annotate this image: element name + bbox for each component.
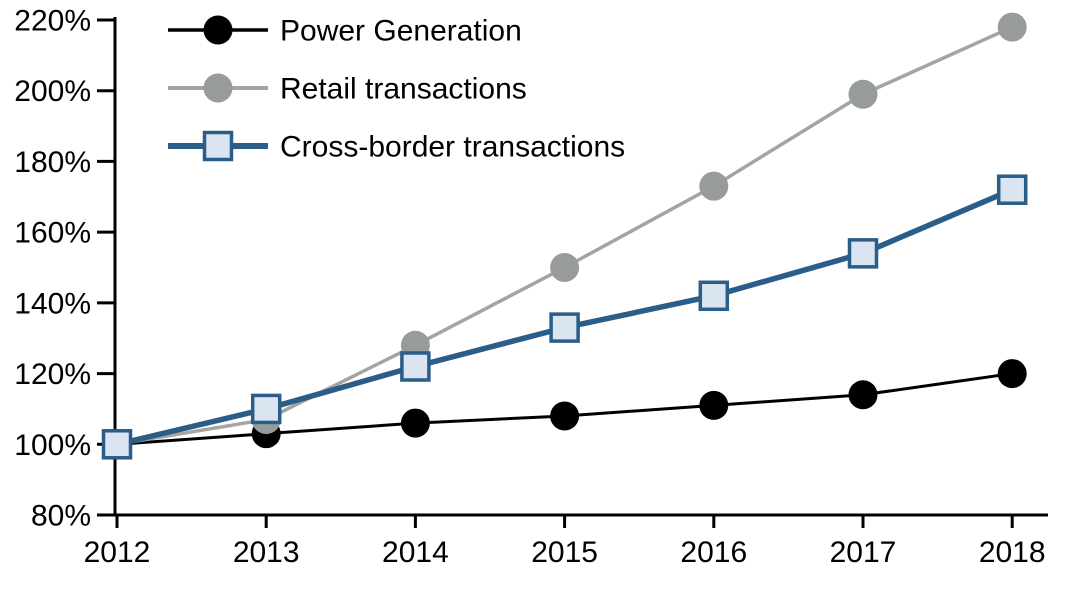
series-cross-border-transactions [101, 174, 1028, 460]
x-tick-label: 2012 [84, 536, 151, 569]
y-tick-label: 100% [14, 429, 91, 462]
y-tick-label: 180% [14, 146, 91, 179]
x-tick-label: 2017 [830, 536, 897, 569]
y-tick-label: 140% [14, 287, 91, 320]
data-point-cross-border-transactions [549, 312, 580, 343]
x-tick-label: 2014 [382, 536, 449, 569]
data-point-power-generation [699, 390, 729, 420]
data-point-power-generation [848, 380, 878, 410]
data-point-cross-border-transactions [698, 280, 730, 312]
data-point-retail-transactions [699, 171, 729, 201]
legend-label: Retail transactions [280, 73, 527, 106]
legend-marker-circle-icon [203, 15, 233, 45]
data-point-cross-border-transactions [996, 174, 1028, 205]
data-point-power-generation [997, 359, 1027, 389]
series-power-generation [102, 359, 1027, 459]
data-point-power-generation [550, 401, 580, 431]
legend-label: Power Generation [280, 15, 522, 48]
data-point-retail-transactions [550, 253, 580, 282]
y-tick-label: 120% [14, 358, 91, 391]
y-tick-label: 160% [14, 217, 91, 250]
legend-item-power-generation: Power Generation [168, 15, 522, 48]
legend-label: Cross-border transactions [280, 131, 625, 164]
data-point-cross-border-transactions [400, 351, 431, 382]
data-point-power-generation [400, 408, 430, 438]
data-point-cross-border-transactions [101, 429, 133, 460]
y-tick-label: 80% [31, 500, 91, 533]
y-tick-label: 200% [14, 75, 91, 108]
x-tick-label: 2015 [531, 536, 598, 569]
axes: 80% 100% 120% 140% 160% 180% 200% 220% 2012 2013 2… [14, 5, 1048, 569]
data-point-cross-border-transactions [847, 238, 879, 269]
data-point-retail-transactions [997, 12, 1027, 42]
data-point-cross-border-transactions [250, 393, 282, 425]
x-tick-label: 2018 [979, 536, 1046, 569]
x-tick-label: 2016 [680, 536, 747, 569]
y-tick-label: 220% [14, 5, 91, 38]
legend: Power Generation Retail transactions Cross… [168, 15, 625, 164]
legend-marker-circle-icon [203, 73, 233, 103]
legend-marker-square-icon [202, 130, 234, 162]
data-point-retail-transactions [848, 79, 878, 109]
legend-item-cross-border-transactions: Cross-border transactions [168, 131, 625, 164]
x-tick-label: 2013 [233, 536, 300, 569]
legend-item-retail-transactions: Retail transactions [168, 73, 527, 106]
